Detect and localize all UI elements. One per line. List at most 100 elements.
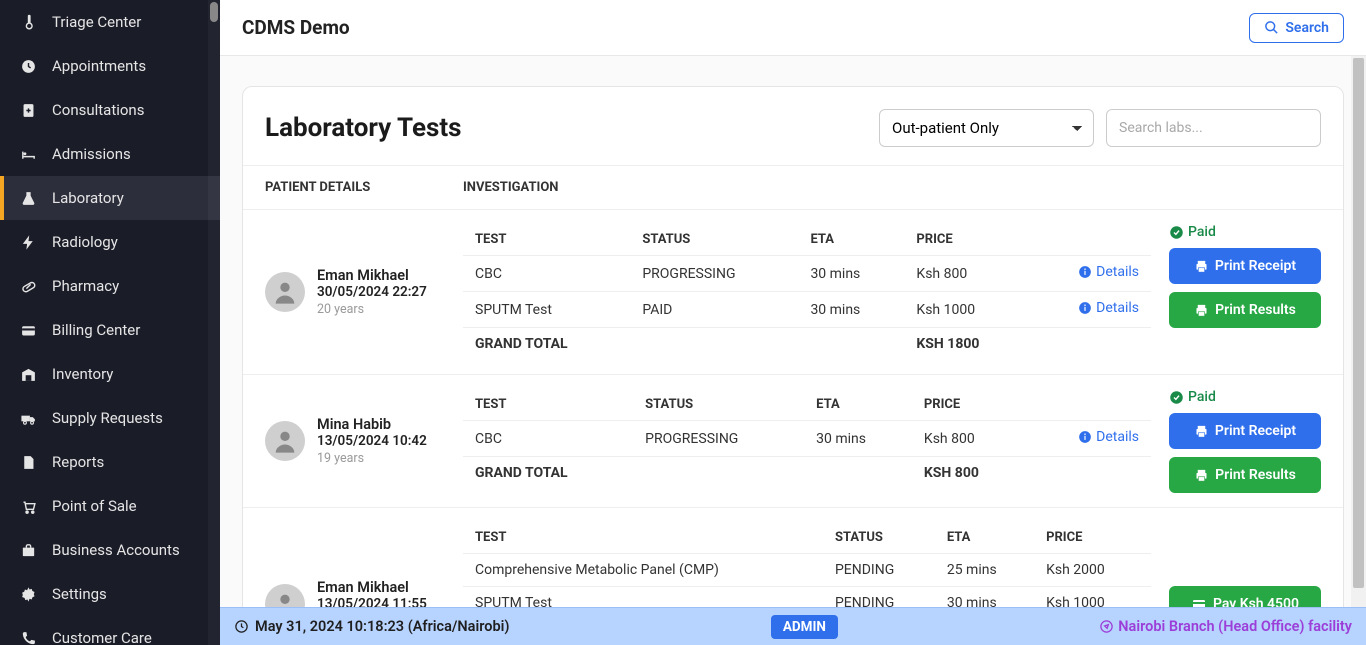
sidebar-item-label: Billing Center — [52, 321, 140, 339]
header-patient: PATIENT DETAILS — [265, 180, 463, 195]
th-price: PRICE — [912, 389, 1027, 421]
grand-total-label: GRAND TOTAL — [463, 328, 630, 361]
lab-row: Eman Mikhael 30/05/2024 22:27 20 years T… — [243, 210, 1343, 375]
actions: Paid Print Receipt Print Results — [1151, 224, 1321, 360]
details-link[interactable]: Details — [1078, 264, 1139, 280]
sidebar-item-reports[interactable]: Reports — [0, 440, 220, 484]
investigations: TEST STATUS ETA PRICE Comprehensive Meta… — [463, 522, 1151, 607]
avatar — [265, 272, 305, 312]
facility-link[interactable]: Nairobi Branch (Head Office) facility — [1099, 618, 1352, 635]
th-eta: ETA — [804, 389, 912, 421]
sidebar-item-laboratory[interactable]: Laboratory — [0, 176, 220, 220]
sidebar-item-label: Radiology — [52, 233, 118, 251]
test-name: SPUTM Test — [463, 587, 823, 608]
sidebar-item-triage-center[interactable]: Triage Center — [0, 0, 220, 44]
sidebar-item-point-of-sale[interactable]: Point of Sale — [0, 484, 220, 528]
info-icon — [1078, 265, 1092, 279]
cart-icon — [18, 496, 38, 516]
sidebar-item-pharmacy[interactable]: Pharmacy — [0, 264, 220, 308]
test-status: PENDING — [823, 587, 935, 608]
sidebar-item-appointments[interactable]: Appointments — [0, 44, 220, 88]
print-icon — [1194, 303, 1209, 318]
test-name: SPUTM Test — [463, 292, 630, 328]
sidebar-item-label: Pharmacy — [52, 277, 119, 295]
test-row: SPUTM Test PAID 30 mins Ksh 1000 Details — [463, 292, 1151, 328]
compass-icon — [1099, 619, 1114, 634]
sidebar-item-label: Business Accounts — [52, 541, 180, 559]
flask-icon — [18, 188, 38, 208]
briefcase-icon — [18, 540, 38, 560]
card-icon — [18, 320, 38, 340]
print-receipt-button[interactable]: Print Receipt — [1169, 413, 1321, 449]
laboratory-card: Laboratory Tests Out-patient Only PATIEN… — [242, 86, 1344, 607]
test-price: Ksh 1000 — [904, 292, 1029, 328]
clock-icon — [234, 619, 249, 634]
test-price: Ksh 1000 — [1034, 587, 1151, 608]
bolt-icon — [18, 232, 38, 252]
print-icon — [1194, 424, 1209, 439]
page-title: Laboratory Tests — [265, 113, 462, 143]
filter-select[interactable]: Out-patient Only — [879, 109, 1094, 147]
search-label: Search — [1285, 20, 1329, 36]
sidebar-item-label: Admissions — [52, 145, 131, 163]
test-status: PROGRESSING — [630, 256, 798, 292]
th-price: PRICE — [904, 224, 1029, 256]
warehouse-icon — [18, 364, 38, 384]
test-price: Ksh 800 — [912, 421, 1027, 457]
paid-chip: Paid — [1169, 224, 1321, 240]
card-icon — [1191, 596, 1207, 608]
test-status: PENDING — [823, 554, 935, 587]
test-row: Comprehensive Metabolic Panel (CMP) PEND… — [463, 554, 1151, 587]
test-eta: 30 mins — [935, 587, 1034, 608]
sidebar-item-radiology[interactable]: Radiology — [0, 220, 220, 264]
th-status: STATUS — [630, 224, 798, 256]
print-results-button[interactable]: Print Results — [1169, 292, 1321, 328]
inv-table: TEST STATUS ETA PRICE CBC PROGRESSING 30… — [463, 389, 1151, 489]
avatar — [265, 584, 305, 608]
sidebar-item-consultations[interactable]: Consultations — [0, 88, 220, 132]
patient-name: Eman Mikhael — [317, 267, 427, 284]
sidebar-item-label: Point of Sale — [52, 497, 137, 515]
header-investigation: INVESTIGATION — [463, 180, 1321, 195]
test-price: Ksh 2000 — [1034, 554, 1151, 587]
sidebar-item-supply-requests[interactable]: Supply Requests — [0, 396, 220, 440]
print-icon — [1194, 259, 1209, 274]
sidebar-item-settings[interactable]: Settings — [0, 572, 220, 616]
test-row: CBC PROGRESSING 30 mins Ksh 800 Details — [463, 421, 1151, 457]
sidebar-item-admissions[interactable]: Admissions — [0, 132, 220, 176]
investigations: TEST STATUS ETA PRICE CBC PROGRESSING 30… — [463, 224, 1151, 360]
sidebar-item-label: Reports — [52, 453, 104, 471]
search-button[interactable]: Search — [1249, 13, 1344, 43]
info-icon — [1078, 301, 1092, 315]
details-link[interactable]: Details — [1078, 429, 1139, 445]
patient-age: 20 years — [317, 302, 427, 317]
sidebar-item-label: Appointments — [52, 57, 146, 75]
sidebar-scrollbar[interactable] — [208, 0, 220, 645]
test-price: Ksh 800 — [904, 256, 1029, 292]
grand-total-label: GRAND TOTAL — [463, 457, 633, 490]
sidebar-item-customer-care[interactable]: Customer Care — [0, 616, 220, 645]
sidebar-item-business-accounts[interactable]: Business Accounts — [0, 528, 220, 572]
lab-search-input[interactable] — [1106, 109, 1321, 147]
test-row: SPUTM Test PENDING 30 mins Ksh 1000 — [463, 587, 1151, 608]
check-circle-icon — [1169, 390, 1184, 405]
pay-button[interactable]: Pay Ksh 4500 — [1169, 586, 1321, 608]
test-eta: 30 mins — [798, 292, 904, 328]
th-eta: ETA — [935, 522, 1034, 554]
test-name: CBC — [463, 421, 633, 457]
print-receipt-button[interactable]: Print Receipt — [1169, 248, 1321, 284]
grand-total-row: GRAND TOTAL KSH 1800 — [463, 328, 1151, 361]
sidebar-item-billing-center[interactable]: Billing Center — [0, 308, 220, 352]
sidebar-item-label: Inventory — [52, 365, 113, 383]
sidebar-item-label: Consultations — [52, 101, 144, 119]
sidebar-item-label: Settings — [52, 585, 107, 603]
pill-icon — [18, 276, 38, 296]
test-name: CBC — [463, 256, 630, 292]
patient-name: Mina Habib — [317, 416, 427, 433]
sidebar-item-inventory[interactable]: Inventory — [0, 352, 220, 396]
grand-total-value: KSH 800 — [912, 457, 1027, 490]
content-scrollbar[interactable] — [1351, 56, 1366, 607]
details-link[interactable]: Details — [1078, 300, 1139, 316]
role-badge: ADMIN — [771, 615, 838, 639]
print-results-button[interactable]: Print Results — [1169, 457, 1321, 493]
